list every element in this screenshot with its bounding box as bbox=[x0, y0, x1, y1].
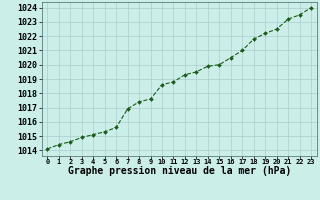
X-axis label: Graphe pression niveau de la mer (hPa): Graphe pression niveau de la mer (hPa) bbox=[68, 166, 291, 176]
